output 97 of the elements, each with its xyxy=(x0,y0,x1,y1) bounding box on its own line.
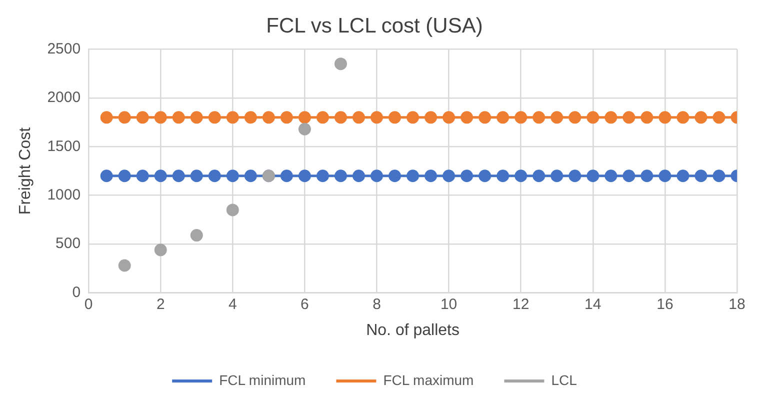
point xyxy=(244,170,257,182)
point xyxy=(154,111,167,124)
point xyxy=(352,170,365,182)
point xyxy=(118,259,131,272)
point xyxy=(316,170,329,182)
point xyxy=(712,170,726,182)
point xyxy=(100,111,113,124)
x-tick-label: 8 xyxy=(372,296,381,313)
point xyxy=(208,111,221,124)
point xyxy=(190,229,203,242)
point xyxy=(478,111,492,124)
point xyxy=(640,111,654,124)
point xyxy=(370,170,384,182)
x-tick-label: 6 xyxy=(300,296,309,313)
point xyxy=(298,170,311,182)
point xyxy=(100,170,113,182)
point xyxy=(388,170,402,182)
point xyxy=(334,170,347,182)
point xyxy=(514,111,528,124)
point xyxy=(136,170,149,182)
point xyxy=(514,170,528,182)
point xyxy=(334,58,347,70)
point xyxy=(460,111,474,124)
x-tick-label: 12 xyxy=(512,296,530,313)
point xyxy=(622,170,636,182)
x-tick-label: 14 xyxy=(584,296,602,313)
point xyxy=(118,111,131,124)
point xyxy=(280,111,293,124)
point xyxy=(694,111,708,124)
point xyxy=(442,111,456,124)
point xyxy=(442,170,456,182)
point xyxy=(550,170,564,182)
y-tick-label: 0 xyxy=(72,284,81,301)
point xyxy=(568,170,582,182)
point xyxy=(550,111,564,124)
point xyxy=(622,111,636,124)
x-axis-title: No. of pallets xyxy=(366,322,460,339)
point xyxy=(244,111,257,124)
point xyxy=(226,204,239,216)
legend-label: FCL maximum xyxy=(383,372,474,388)
point xyxy=(424,170,438,182)
point xyxy=(406,170,420,182)
point xyxy=(154,170,167,182)
point xyxy=(190,111,203,124)
chart-title: FCL vs LCL cost (USA) xyxy=(266,14,483,38)
point xyxy=(568,111,582,124)
point xyxy=(154,244,167,256)
point xyxy=(406,111,420,124)
point xyxy=(298,111,311,124)
point xyxy=(478,170,492,182)
point xyxy=(586,170,600,182)
point xyxy=(640,170,654,182)
point xyxy=(352,111,365,124)
point xyxy=(370,111,384,124)
x-tick-label: 16 xyxy=(656,296,674,313)
point xyxy=(298,122,311,136)
point xyxy=(226,170,239,182)
x-tick-label: 4 xyxy=(228,296,237,313)
legend-label: LCL xyxy=(551,372,578,388)
point xyxy=(604,170,618,182)
point xyxy=(460,170,474,182)
y-tick-label: 2000 xyxy=(47,89,81,106)
y-tick-label: 1500 xyxy=(47,138,81,155)
point xyxy=(118,170,131,182)
point xyxy=(496,111,510,124)
point xyxy=(532,111,546,124)
y-tick-label: 1000 xyxy=(47,186,81,204)
point xyxy=(190,170,203,182)
y-tick-label: 2500 xyxy=(47,40,81,58)
point xyxy=(676,170,690,182)
point xyxy=(316,111,329,124)
point xyxy=(280,170,293,182)
point xyxy=(172,111,185,124)
point xyxy=(496,170,510,182)
y-tick-label: 500 xyxy=(56,235,81,252)
point xyxy=(658,170,672,182)
point xyxy=(136,111,149,124)
x-tick-label: 0 xyxy=(84,296,93,313)
point xyxy=(586,111,600,124)
point xyxy=(532,170,546,182)
point xyxy=(424,111,438,124)
point xyxy=(226,111,239,124)
point xyxy=(676,111,690,124)
point xyxy=(712,111,726,124)
point xyxy=(172,170,185,182)
y-axis-title: Freight Cost xyxy=(17,126,34,215)
x-tick-label: 10 xyxy=(440,296,458,313)
point xyxy=(388,111,402,124)
point xyxy=(658,111,672,124)
x-tick-label: 18 xyxy=(728,296,746,313)
point xyxy=(694,170,708,182)
legend-label: FCL minimum xyxy=(219,372,306,388)
x-tick-label: 2 xyxy=(156,296,165,313)
point xyxy=(262,111,275,124)
point xyxy=(604,111,618,124)
point xyxy=(334,111,347,124)
point xyxy=(208,170,221,182)
